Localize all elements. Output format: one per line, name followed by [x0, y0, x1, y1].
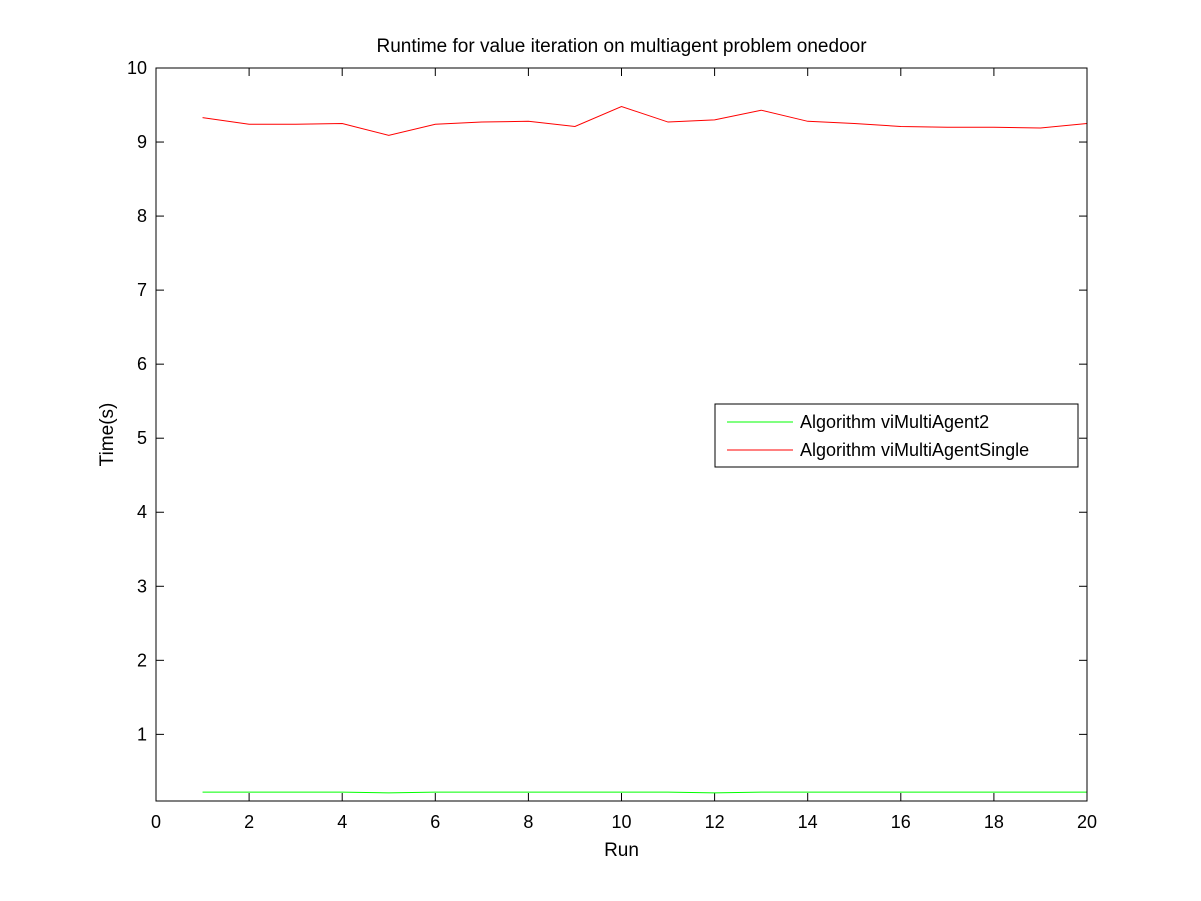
x-tick-label: 18 — [984, 812, 1004, 832]
y-tick-label: 9 — [137, 132, 147, 152]
legend-label-2: Algorithm viMultiAgentSingle — [800, 440, 1029, 460]
y-tick-label: 3 — [137, 576, 147, 596]
x-tick-label: 20 — [1077, 812, 1097, 832]
x-tick-label: 0 — [151, 812, 161, 832]
y-axis-title: Time(s) — [97, 403, 118, 467]
x-tick-label: 2 — [244, 812, 254, 832]
x-tick-label: 16 — [891, 812, 911, 832]
plot-frame — [155, 67, 1088, 802]
legend: Algorithm viMultiAgent2 Algorithm viMulti… — [714, 403, 1079, 468]
series-lines — [202, 105, 1088, 794]
y-tick-label: 5 — [137, 428, 147, 448]
legend-box — [714, 403, 1079, 468]
x-tick-label: 10 — [611, 812, 631, 832]
y-tick-label: 1 — [137, 724, 147, 744]
y-tick-label: 8 — [137, 206, 147, 226]
x-tick-label: 12 — [705, 812, 725, 832]
y-tick-label: 2 — [137, 650, 147, 670]
x-tick-label: 8 — [523, 812, 533, 832]
legend-label-1: Algorithm viMultiAgent2 — [800, 412, 989, 432]
y-tick-label: 10 — [127, 58, 147, 78]
y-tick-label: 7 — [137, 280, 147, 300]
y-tick-label: 4 — [137, 502, 147, 522]
y-tick-label: 6 — [137, 354, 147, 374]
series-line-2 — [202, 105, 1088, 136]
series-line-1 — [202, 791, 1087, 794]
x-tick-label: 6 — [430, 812, 440, 832]
chart-title: Runtime for value iteration on multiagen… — [376, 36, 867, 57]
x-tick-label: 4 — [337, 812, 347, 832]
x-axis-title: Run — [604, 840, 639, 861]
x-tick-label: 14 — [798, 812, 818, 832]
